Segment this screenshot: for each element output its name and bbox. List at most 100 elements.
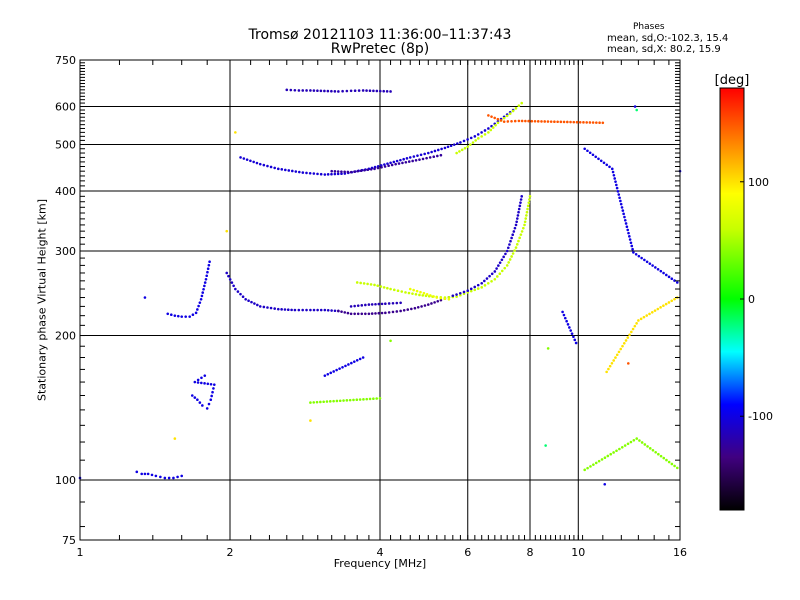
data-point: [625, 225, 629, 228]
data-point: [435, 296, 439, 299]
data-point: [395, 310, 399, 313]
data-point: [405, 157, 409, 160]
data-point: [210, 394, 213, 398]
data-point: [511, 252, 515, 255]
data-point: [602, 161, 606, 165]
data-point: [368, 89, 372, 93]
data-point: [316, 172, 319, 176]
data-point: [515, 243, 519, 246]
data-point: [496, 275, 499, 278]
data-point: [640, 441, 644, 444]
data-point: [335, 368, 338, 372]
data-point: [499, 119, 503, 122]
data-point: [505, 114, 509, 118]
data-point: [565, 319, 568, 323]
data-point: [591, 121, 595, 124]
data-point: [544, 444, 547, 447]
data-point: [650, 310, 654, 314]
data-point: [466, 145, 470, 148]
data-point: [656, 268, 660, 271]
data-point: [208, 260, 211, 264]
data-point: [487, 131, 490, 134]
data-point: [507, 246, 510, 250]
data-point: [228, 278, 232, 281]
data-point: [408, 156, 412, 159]
data-point: [490, 272, 494, 276]
data-point: [455, 293, 458, 296]
data-point: [225, 229, 229, 233]
data-point: [374, 302, 377, 306]
data-point: [370, 312, 374, 315]
data-point: [518, 236, 521, 240]
data-point: [412, 155, 416, 158]
data-point: [323, 374, 327, 377]
grid: [80, 60, 680, 540]
data-point: [620, 445, 624, 449]
data-point: [428, 156, 432, 159]
x-axis-label: Frequency [MHz]: [333, 557, 427, 570]
data-point: [319, 400, 322, 404]
data-point: [527, 119, 530, 123]
data-point: [356, 169, 360, 173]
data-point: [483, 129, 487, 132]
colorbar: 100 0 -100 [deg]: [715, 73, 773, 511]
data-point: [508, 112, 512, 115]
data-point: [632, 439, 636, 442]
data-point: [402, 308, 406, 312]
data-point: [508, 258, 512, 261]
data-point: [239, 156, 242, 159]
data-point: [507, 261, 510, 264]
data-point: [480, 131, 483, 134]
data-point: [493, 277, 497, 281]
data-point: [330, 309, 333, 312]
data-point: [476, 287, 480, 290]
data-point: [643, 443, 647, 446]
data-point: [411, 159, 414, 163]
data-point: [622, 212, 625, 216]
data-point: [154, 474, 158, 478]
data-point: [483, 133, 487, 136]
data-point: [613, 177, 616, 180]
data-point: [343, 311, 347, 314]
axes: 1 2 4 6 8 10 16 75 100 200 300 400 500 600 750: [55, 54, 687, 559]
data-point: [385, 90, 389, 93]
data-point: [519, 201, 522, 204]
data-point: [426, 151, 430, 155]
data-point: [412, 288, 415, 292]
data-point: [266, 164, 269, 168]
data-point: [346, 170, 350, 174]
data-point: [629, 241, 633, 245]
data-point: [572, 335, 575, 339]
data-point: [143, 296, 147, 299]
data-point: [615, 183, 618, 187]
data-point: [301, 308, 304, 312]
data-point: [383, 165, 387, 168]
data-point: [422, 291, 426, 295]
data-point: [280, 308, 283, 311]
data-point: [236, 290, 240, 293]
data-point: [384, 302, 387, 306]
data-point: [140, 472, 144, 476]
data-point: [401, 161, 404, 165]
data-point: [675, 281, 679, 284]
data-point: [525, 214, 528, 217]
data-point: [631, 327, 635, 331]
data-point: [620, 206, 624, 209]
data-point: [563, 316, 567, 320]
data-point: [659, 269, 663, 273]
data-point: [212, 387, 215, 390]
data-point: [194, 311, 198, 315]
data-point: [524, 217, 528, 220]
data-point: [494, 123, 497, 127]
data-point: [610, 167, 614, 171]
data-point: [196, 398, 199, 402]
data-point: [369, 167, 373, 171]
data-point: [520, 101, 524, 105]
data-point: [207, 263, 211, 267]
data-point: [353, 170, 356, 173]
data-point: [332, 370, 335, 373]
data-point: [648, 262, 652, 265]
data-point: [404, 160, 408, 164]
data-point: [173, 314, 177, 317]
data-point: [338, 367, 341, 370]
